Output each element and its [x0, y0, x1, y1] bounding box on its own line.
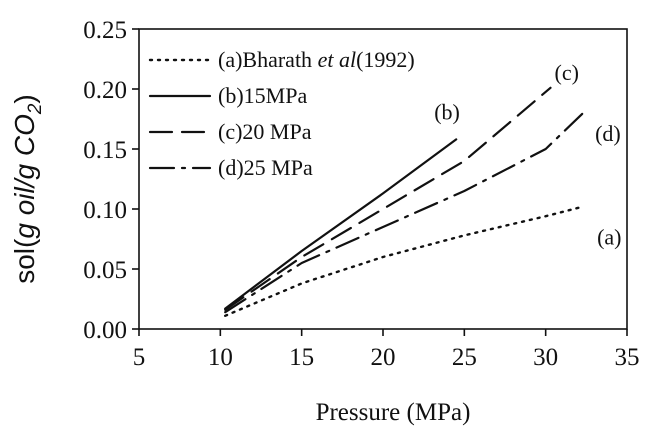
legend-entry-3: (d)25 MPa [218, 155, 313, 180]
x-tick-label: 5 [133, 344, 146, 371]
x-tick-label: 20 [371, 344, 396, 371]
x-tick-label: 25 [452, 344, 477, 371]
series-line-1 [224, 138, 458, 310]
series-line-3 [224, 111, 585, 314]
y-axis-label: sol(g oil/g CO2) [9, 94, 46, 284]
series-layer [223, 86, 585, 317]
curve-label-3: (d) [595, 121, 621, 146]
curve-labels: (a) (b) (c) (d) [434, 60, 621, 250]
x-tick-label: 35 [615, 344, 640, 371]
legend-entry-0: (a)Bharath et al(1992) [218, 47, 415, 72]
series-line-0 [223, 205, 585, 317]
legend-entry-2: (c)20 MPa [218, 119, 312, 144]
y-tick-label: 0.00 [83, 317, 127, 344]
legend: (a)Bharath et al(1992) (b)15MPa (c)20 MPa (… [148, 47, 415, 180]
curve-label-2: (c) [555, 60, 579, 85]
x-tick-label: 30 [533, 344, 558, 371]
series-line-2 [224, 86, 552, 311]
y-tick-label: 0.05 [83, 257, 127, 284]
axes: 5 10 15 20 25 30 35 0.00 0.05 0.10 0.15 0.20 0.25 Pre… [9, 17, 640, 426]
legend-entry-1: (b)15MPa [218, 83, 307, 108]
curve-label-0: (a) [597, 225, 621, 250]
y-tick-label: 0.20 [83, 77, 127, 104]
curve-label-1: (b) [434, 99, 460, 124]
x-tick-label: 10 [208, 344, 233, 371]
x-tick-label: 15 [289, 344, 314, 371]
y-tick-label: 0.15 [83, 137, 127, 164]
y-axis-label-text: sol(g oil/g CO2) [9, 94, 46, 284]
x-axis-label: Pressure (MPa) [316, 399, 471, 426]
y-tick-label: 0.10 [83, 197, 127, 224]
y-tick-label: 0.25 [83, 17, 127, 44]
